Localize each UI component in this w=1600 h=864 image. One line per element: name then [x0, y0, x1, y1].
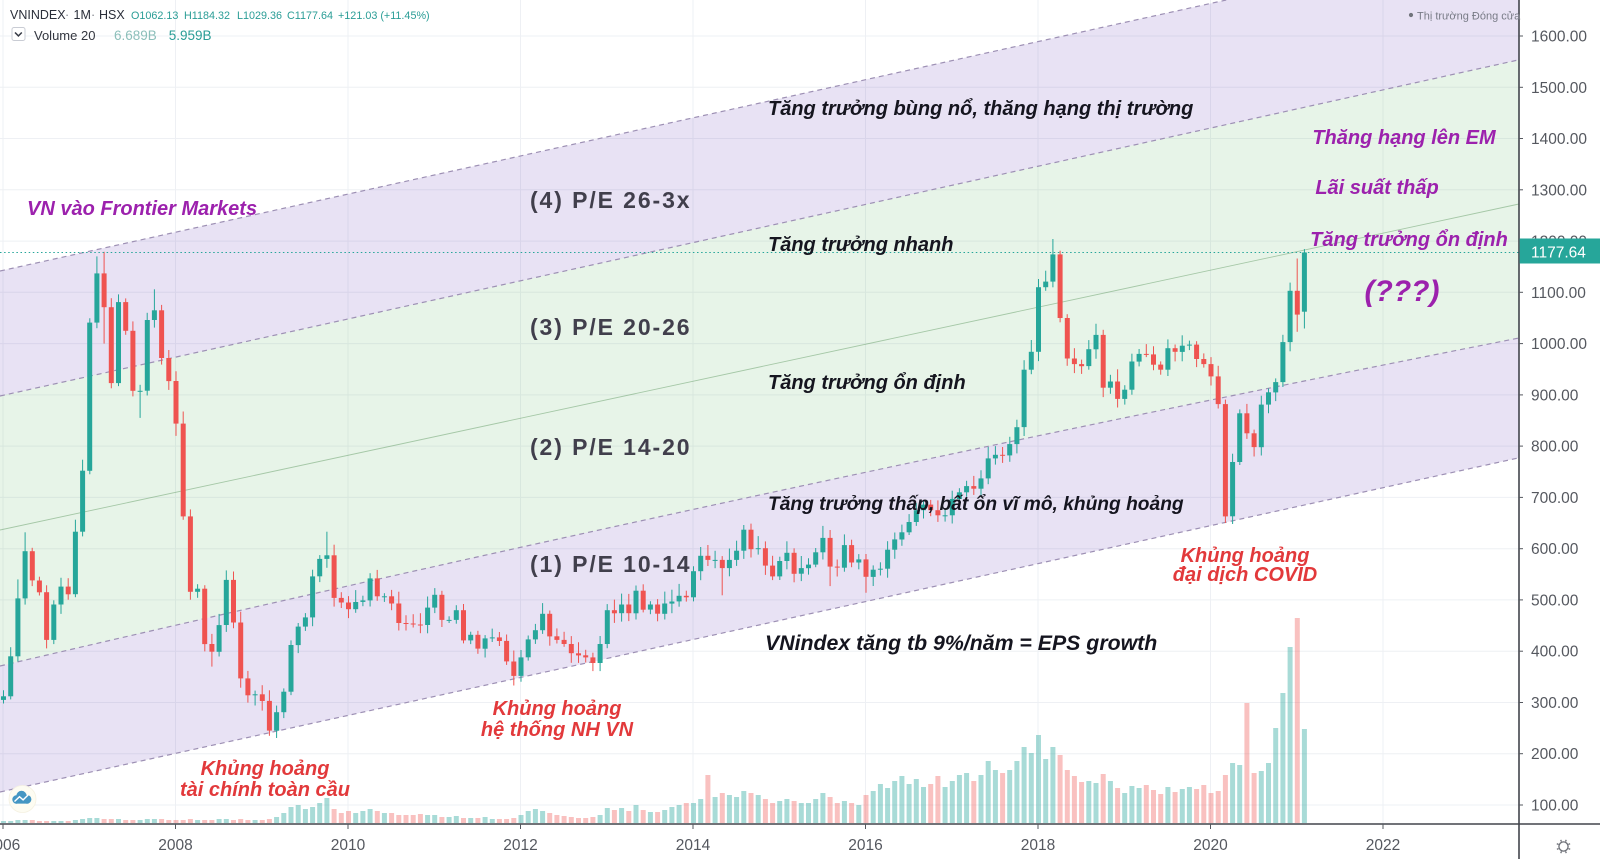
svg-text:Thăng hạng lên EM: Thăng hạng lên EM: [1312, 127, 1497, 149]
svg-text:100.00: 100.00: [1531, 798, 1579, 815]
svg-text:Tăng trưởng nhanh: Tăng trưởng nhanh: [768, 234, 953, 256]
svg-text:200.00: 200.00: [1531, 746, 1579, 763]
svg-text:VNINDEX: VNINDEX: [10, 8, 66, 22]
svg-text:đại dịch COVID: đại dịch COVID: [1173, 564, 1317, 586]
svg-text:Tăng trưởng thấp, bất ổn vĩ mô: Tăng trưởng thấp, bất ổn vĩ mô, khủng ho…: [768, 494, 1184, 515]
svg-text:300.00: 300.00: [1531, 695, 1579, 712]
svg-text:600.00: 600.00: [1531, 541, 1579, 558]
svg-text:Volume 20: Volume 20: [34, 28, 95, 43]
svg-text:2014: 2014: [676, 837, 711, 854]
svg-text:2020: 2020: [1193, 837, 1228, 854]
svg-text:(2) P/E 14-20: (2) P/E 14-20: [530, 434, 692, 460]
svg-text:Khủng hoảng: Khủng hoảng: [1181, 545, 1310, 567]
svg-text:+121.03 (+11.45%): +121.03 (+11.45%): [338, 10, 430, 22]
svg-text:2006: 2006: [0, 837, 20, 854]
svg-text:2010: 2010: [331, 837, 366, 854]
svg-text:5.959B: 5.959B: [169, 28, 212, 43]
svg-text:1500.00: 1500.00: [1531, 80, 1587, 97]
svg-text:HSX: HSX: [99, 8, 125, 22]
svg-text:·: ·: [91, 8, 95, 22]
svg-text:·: ·: [65, 8, 69, 22]
svg-text:(???): (???): [1365, 275, 1440, 308]
svg-text:Khủng hoảng: Khủng hoảng: [493, 698, 622, 720]
svg-text:800.00: 800.00: [1531, 439, 1579, 456]
svg-text:2016: 2016: [848, 837, 882, 854]
svg-text:(4) P/E 26-3x: (4) P/E 26-3x: [530, 187, 692, 213]
svg-text:1300.00: 1300.00: [1531, 182, 1587, 199]
svg-text:Lãi suất thấp: Lãi suất thấp: [1315, 177, 1438, 199]
svg-text:Tăng trưởng bùng nổ, thăng hạn: Tăng trưởng bùng nổ, thăng hạng thị trườ…: [768, 98, 1193, 120]
svg-text:700.00: 700.00: [1531, 490, 1579, 507]
svg-text:1600.00: 1600.00: [1531, 29, 1587, 46]
svg-text:tài chính toàn cầu: tài chính toàn cầu: [180, 779, 350, 801]
svg-text:400.00: 400.00: [1531, 644, 1579, 661]
svg-text:2022: 2022: [1366, 837, 1400, 854]
svg-text:2018: 2018: [1021, 837, 1055, 854]
svg-text:VNindex tăng tb 9%/năm = EPS g: VNindex tăng tb 9%/năm = EPS growth: [765, 631, 1157, 655]
svg-text:500.00: 500.00: [1531, 592, 1579, 609]
svg-text:1000.00: 1000.00: [1531, 336, 1587, 353]
svg-text:2012: 2012: [503, 837, 537, 854]
svg-text:(3) P/E 20-26: (3) P/E 20-26: [530, 314, 692, 340]
svg-text:C1177.64: C1177.64: [287, 10, 333, 22]
svg-text:6.689B: 6.689B: [114, 28, 157, 43]
svg-text:H1184.32: H1184.32: [184, 10, 230, 22]
svg-text:1400.00: 1400.00: [1531, 131, 1587, 148]
svg-text:Khủng hoảng: Khủng hoảng: [201, 758, 330, 780]
svg-text:(1) P/E 10-14: (1) P/E 10-14: [530, 551, 692, 577]
svg-text:900.00: 900.00: [1531, 387, 1579, 404]
svg-text:Tăng trưởng ổn định: Tăng trưởng ổn định: [768, 372, 966, 394]
svg-text:1100.00: 1100.00: [1531, 285, 1586, 302]
svg-text:Thị trường Đóng cửa: Thị trường Đóng cửa: [1417, 11, 1521, 23]
svg-text:1177.64: 1177.64: [1531, 245, 1586, 262]
svg-text:O1062.13: O1062.13: [131, 10, 178, 22]
svg-text:1M: 1M: [74, 8, 91, 22]
svg-text:L1029.36: L1029.36: [237, 10, 282, 22]
svg-text:2008: 2008: [158, 837, 192, 854]
svg-text:VN vào Frontier Markets: VN vào Frontier Markets: [27, 198, 257, 220]
svg-text:hệ thống NH VN: hệ thống NH VN: [481, 719, 634, 741]
svg-text:Tăng trưởng ổn định: Tăng trưởng ổn định: [1310, 229, 1508, 251]
